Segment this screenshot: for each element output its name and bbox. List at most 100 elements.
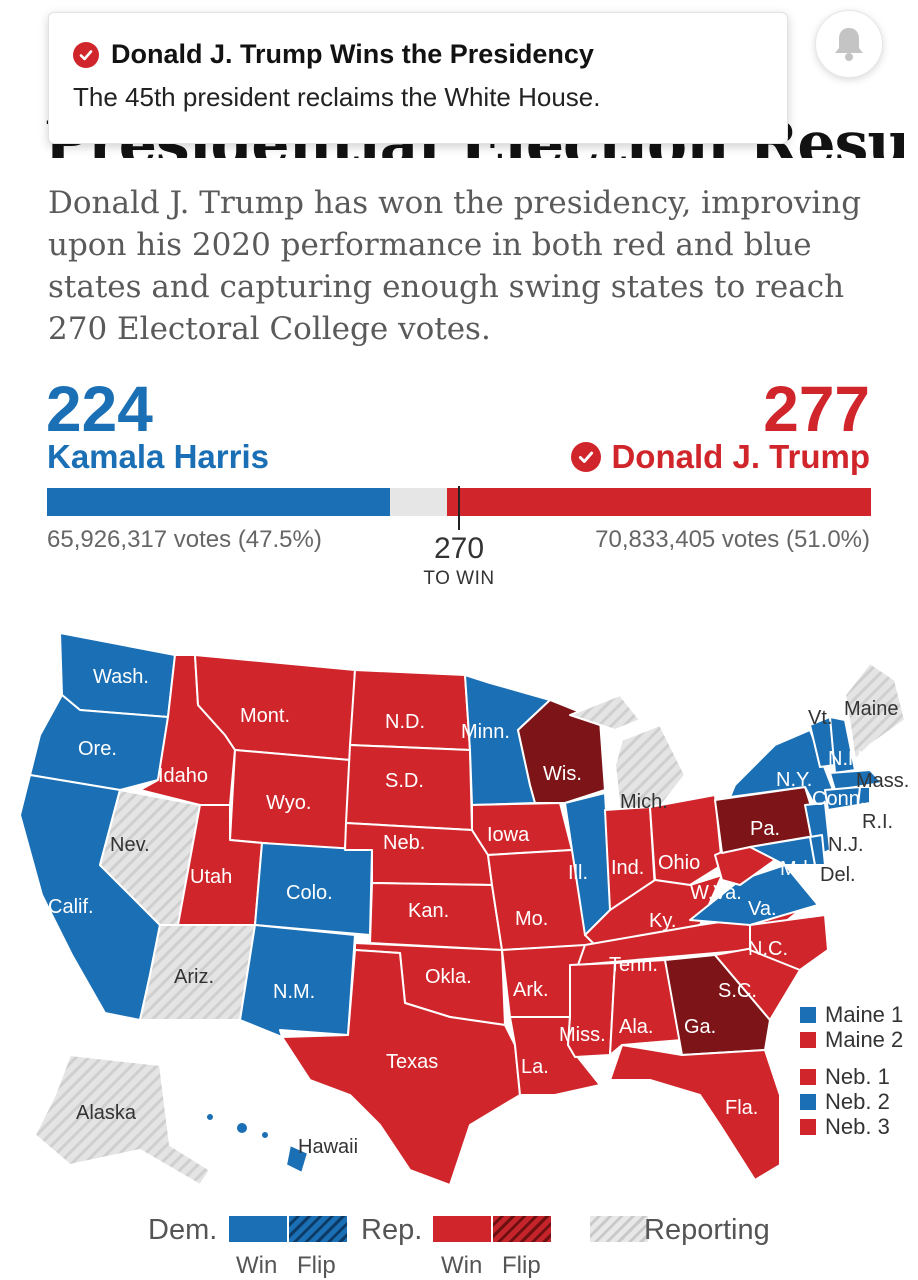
- legend-rep-win-swatch: [433, 1216, 491, 1242]
- state-ohio[interactable]: [649, 794, 723, 886]
- state-maine[interactable]: [844, 662, 906, 761]
- label-conn: Conn.: [812, 788, 865, 810]
- label-va: Va.: [748, 898, 777, 920]
- state-florida[interactable]: [609, 1044, 781, 1181]
- legend-rep-label: Rep.: [361, 1214, 423, 1246]
- label-colo: Colo.: [286, 882, 333, 904]
- label-ore: Ore.: [78, 738, 117, 760]
- state-new-mexico[interactable]: [239, 924, 356, 1038]
- legend-dem-win-label: Win: [236, 1252, 278, 1279]
- label-iowa: Iowa: [487, 824, 530, 846]
- label-pa: Pa.: [750, 818, 780, 840]
- label-ariz: Ariz.: [174, 966, 214, 988]
- label-fla: Fla.: [725, 1097, 758, 1119]
- label-wis: Wis.: [543, 763, 582, 785]
- split-swatch: [800, 1006, 816, 1023]
- label-ohio: Ohio: [658, 852, 700, 874]
- state-wisconsin[interactable]: [517, 699, 606, 804]
- legend-reporting-label: Reporting: [644, 1214, 770, 1246]
- label-nh: N.H.: [828, 748, 868, 770]
- label-calif: Calif.: [48, 896, 94, 918]
- threshold-marker: [458, 486, 460, 530]
- bell-icon: [835, 28, 863, 61]
- label-idaho: Idaho: [158, 765, 208, 787]
- label-alaska: Alaska: [76, 1102, 137, 1124]
- label-mass: Mass.: [856, 770, 909, 792]
- state-kentucky[interactable]: [584, 874, 723, 946]
- split-swatch: [800, 1031, 816, 1048]
- legend-rep-win-label: Win: [441, 1252, 483, 1279]
- state-hawaii[interactable]: [205, 1112, 309, 1174]
- label-tenn: Tenn.: [609, 954, 658, 976]
- notifications-bell-button[interactable]: [815, 10, 883, 78]
- label-nj: N.J.: [828, 834, 864, 856]
- legend-rep-flip-swatch: [493, 1216, 551, 1242]
- label-wyo: Wyo.: [266, 792, 311, 814]
- threshold-number: 270: [433, 532, 485, 565]
- split-item-neb-1: Neb. 1: [800, 1064, 903, 1089]
- label-ri: R.I.: [862, 811, 893, 833]
- state-rhode-island[interactable]: [857, 786, 871, 806]
- label-hawaii: Hawaii: [298, 1136, 358, 1158]
- label-utah: Utah: [190, 866, 232, 888]
- state-massachusetts[interactable]: [829, 769, 883, 791]
- dem-electoral-count: 224: [46, 373, 153, 445]
- legend-rep-flip-label: Flip: [502, 1252, 541, 1279]
- state-alaska[interactable]: [34, 1054, 211, 1186]
- legend-reporting-swatch: [590, 1216, 648, 1242]
- state-north-carolina[interactable]: [749, 914, 829, 971]
- state-texas[interactable]: [281, 949, 521, 1186]
- label-ny: N.Y.: [776, 769, 812, 791]
- label-vt: Vt.: [808, 707, 832, 729]
- label-ala: Ala.: [619, 1016, 653, 1038]
- label-sd: S.D.: [385, 770, 424, 792]
- article-summary: Donald J. Trump has won the presidency, …: [48, 185, 862, 347]
- label-kan: Kan.: [408, 900, 449, 922]
- split-item-neb-3: Neb. 3: [800, 1114, 903, 1139]
- label-maine: Maine: [844, 698, 898, 720]
- label-nd: N.D.: [385, 711, 425, 733]
- dem-candidate-name: Kamala Harris: [47, 438, 269, 476]
- split-votes-legend: Maine 1 Maine 2 Neb. 1 Neb. 2 Neb. 3: [800, 1002, 903, 1139]
- state-virginia[interactable]: [689, 864, 819, 926]
- state-new-hampshire[interactable]: [829, 716, 856, 774]
- notification-banner[interactable]: Donald J. Trump Wins the Presidency The …: [48, 12, 788, 144]
- label-nc: N.C.: [748, 938, 788, 960]
- label-del: Del.: [820, 864, 856, 886]
- legend-dem-flip-label: Flip: [297, 1252, 336, 1279]
- label-nm: N.M.: [273, 981, 315, 1003]
- legend-dem-label: Dem.: [148, 1214, 218, 1246]
- split-swatch: [800, 1093, 816, 1110]
- winner-check-icon: [571, 442, 602, 472]
- checkmark-icon: [73, 41, 99, 68]
- label-mo: Mo.: [515, 908, 548, 930]
- label-md: Md.: [780, 858, 813, 880]
- threshold-text: TO WIN: [423, 568, 495, 589]
- state-alabama[interactable]: [609, 959, 683, 1056]
- split-label: Neb. 3: [825, 1113, 890, 1139]
- us-electoral-map[interactable]: Wash. Ore. Calif. Nev. Idaho Mont. Wyo. …: [10, 625, 910, 1195]
- label-wash: Wash.: [93, 666, 149, 688]
- map-legend: Dem. Win Flip Rep. Win Flip Reporting: [0, 1210, 918, 1280]
- split-label: Neb. 1: [825, 1063, 890, 1089]
- label-mich: Mich.: [620, 791, 668, 813]
- legend-dem-flip-swatch: [289, 1216, 347, 1242]
- state-delaware[interactable]: [809, 834, 826, 866]
- state-north-dakota[interactable]: [349, 669, 471, 751]
- notification-title: Donald J. Trump Wins the Presidency: [111, 39, 594, 69]
- notification-subtitle: The 45th president reclaims the White Ho…: [73, 82, 601, 112]
- notification-title-row: Donald J. Trump Wins the Presidency: [73, 39, 763, 70]
- label-ga: Ga.: [684, 1016, 716, 1038]
- state-oregon[interactable]: [29, 694, 169, 791]
- split-label: Maine 1: [825, 1001, 904, 1027]
- label-wva: W.Va.: [690, 882, 742, 904]
- label-neb: Neb.: [383, 832, 425, 854]
- label-ill: Ill.: [568, 862, 588, 884]
- split-label: Neb. 2: [825, 1088, 890, 1114]
- label-ark: Ark.: [513, 979, 549, 1001]
- label-nev: Nev.: [110, 834, 150, 856]
- rep-electoral-count: 277: [763, 373, 870, 445]
- state-georgia[interactable]: [664, 954, 771, 1056]
- split-item-maine-1: Maine 1: [800, 1002, 903, 1027]
- label-ky: Ky.: [649, 910, 676, 932]
